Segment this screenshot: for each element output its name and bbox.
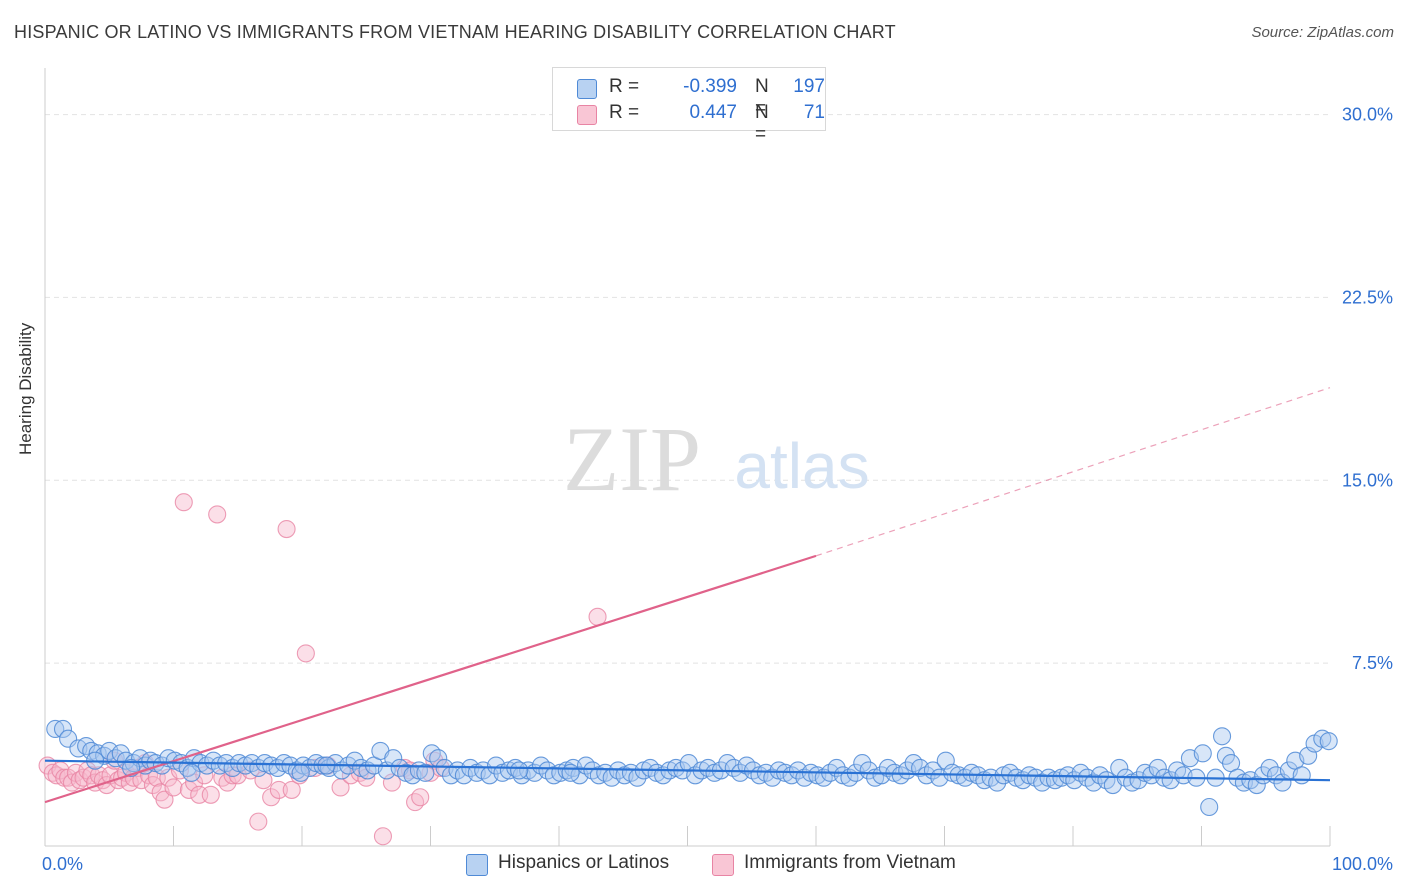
legend-n-label: N = — [755, 102, 769, 145]
data-point-vietnam — [174, 493, 193, 512]
watermark: ZIP atlas — [563, 408, 870, 510]
legend-item-label: Hispanics or Latinos — [498, 852, 670, 873]
data-point-vietnam — [155, 790, 174, 809]
chart-title: HISPANIC OR LATINO VS IMMIGRANTS FROM VI… — [14, 22, 896, 42]
data-point-vietnam — [277, 519, 296, 539]
legend-n-value: 71 — [803, 102, 825, 123]
legend-n-value: 197 — [793, 76, 825, 97]
data-point-vietnam — [201, 785, 220, 804]
y-tick-label: 15.0% — [1342, 470, 1393, 490]
data-point-hispanics — [853, 754, 872, 773]
data-point-hispanics — [1247, 775, 1266, 795]
series-immigrants-from-vietnam — [38, 107, 729, 846]
legend-swatch-blue — [466, 854, 488, 876]
trend-line-vietnam-extension — [815, 387, 1331, 557]
data-point-hispanics — [100, 741, 119, 760]
data-point-hispanics — [1213, 727, 1232, 746]
trend-lines — [44, 387, 1331, 804]
data-point-hispanics — [182, 763, 201, 782]
data-point-hispanics — [1200, 797, 1219, 817]
data-point-hispanics — [510, 761, 529, 780]
tick-labels: 7.5% 15.0% 22.5% 30.0% 0.0% 100.0% — [42, 105, 1393, 874]
legend-item-label: Immigrants from Vietnam — [744, 852, 956, 873]
data-point-vietnam — [269, 780, 288, 799]
y-tick-label: 7.5% — [1352, 653, 1393, 673]
data-point-hispanics — [291, 763, 310, 782]
axes — [44, 68, 1331, 847]
x-tick-label-start: 0.0% — [42, 854, 83, 874]
data-point-vietnam — [208, 505, 227, 524]
data-point-hispanics — [77, 736, 96, 756]
series-legend: Hispanics or Latinos Immigrants from Vie… — [0, 851, 1406, 877]
watermark-atlas: atlas — [734, 430, 869, 502]
legend-r-label: R = — [609, 102, 640, 123]
source-credit: Source: ZipAtlas.com — [1251, 24, 1394, 41]
data-point-vietnam — [249, 812, 268, 831]
legend-r-value: 0.447 — [689, 102, 737, 123]
data-point-hispanics — [1319, 732, 1338, 751]
data-point-hispanics — [1292, 766, 1311, 785]
legend-swatch-pink — [577, 105, 597, 125]
data-point-vietnam — [262, 788, 281, 807]
correlation-legend: R = -0.399 N = 197 R = 0.447 N = 71 — [552, 67, 826, 145]
data-point-hispanics — [1193, 744, 1212, 763]
data-point-vietnam — [411, 788, 430, 807]
data-point-hispanics — [53, 719, 73, 739]
x-tick-label-end: 100.0% — [1332, 854, 1393, 874]
trend-line-vietnam — [44, 554, 817, 804]
y-axis-label: Hearing Disability — [16, 322, 35, 455]
data-point-vietnam — [373, 827, 393, 846]
watermark-zip: ZIP — [563, 408, 701, 510]
data-point-vietnam — [421, 763, 440, 782]
series-hispanics-or-latinos — [46, 719, 1338, 817]
grid-lines — [45, 114, 1330, 664]
data-point-vietnam — [164, 778, 183, 797]
legend-swatch-blue — [577, 79, 597, 99]
data-point-vietnam — [406, 793, 425, 812]
legend-r-label: R = — [609, 76, 640, 97]
data-point-hispanics — [1260, 758, 1279, 778]
y-tick-label: 22.5% — [1342, 287, 1393, 307]
data-point-vietnam — [282, 780, 301, 799]
data-point-hispanics — [46, 719, 65, 739]
data-point-vietnam — [296, 644, 315, 663]
trend-line-hispanics — [44, 759, 1331, 782]
data-point-hispanics — [561, 763, 580, 782]
legend-n-label: N = — [755, 76, 769, 119]
legend-r-value: -0.399 — [683, 76, 737, 97]
y-tick-label: 30.0% — [1342, 105, 1393, 125]
legend-swatch-pink — [712, 854, 734, 876]
data-point-hispanics — [416, 763, 435, 782]
